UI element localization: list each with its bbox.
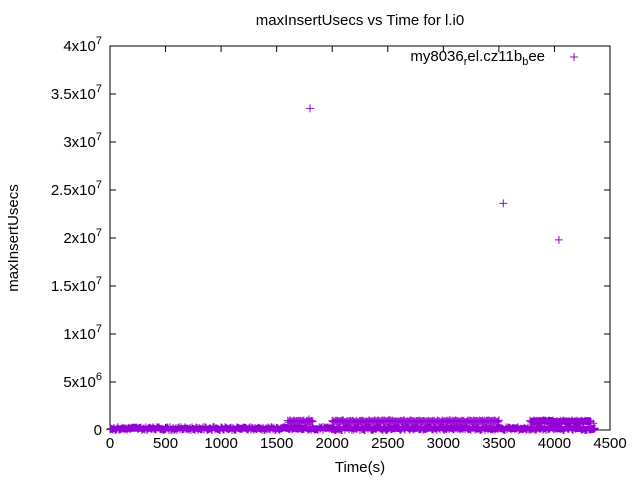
data-point bbox=[499, 199, 508, 208]
y-tick-label: 2x107 bbox=[63, 227, 102, 247]
x-tick-label: 2000 bbox=[316, 435, 349, 452]
x-tick-label: 4000 bbox=[538, 435, 571, 452]
legend-marker bbox=[570, 53, 578, 61]
data-point bbox=[304, 415, 313, 424]
y-axis-label: maxInsertUsecs bbox=[5, 184, 22, 292]
chart-title: maxInsertUsecs vs Time for l.i0 bbox=[256, 12, 464, 29]
data-point bbox=[306, 104, 314, 113]
y-tick-label: 1.5x107 bbox=[51, 275, 102, 295]
y-tick-label: 5x106 bbox=[63, 371, 102, 391]
y-tick-label: 4x107 bbox=[63, 35, 102, 55]
plot-frame bbox=[109, 45, 611, 431]
y-tick-label: 3x107 bbox=[63, 131, 102, 151]
y-tick-label: 1x107 bbox=[63, 323, 102, 343]
cluster-point bbox=[591, 424, 599, 433]
data-marks bbox=[106, 104, 599, 434]
x-tick-label: 3000 bbox=[427, 435, 460, 452]
data-point bbox=[494, 416, 503, 425]
y-axis: 0 5x106 1x107 1.5x107 2x107 2.5x107 3x107 3.5x1… bbox=[51, 35, 610, 439]
x-axis: 0 500 1000 1500 2000 2500 3000 3500 4000 4500 bbox=[106, 46, 627, 452]
x-tick-label: 500 bbox=[153, 435, 178, 452]
legend: my8036rel.cz11bbee bbox=[410, 48, 578, 68]
cluster-point bbox=[494, 417, 503, 426]
x-tick-label: 0 bbox=[106, 435, 114, 452]
x-tick-label: 1500 bbox=[260, 435, 293, 452]
x-tick-label: 4500 bbox=[593, 435, 626, 452]
data-point bbox=[554, 235, 563, 244]
x-tick-label: 3500 bbox=[482, 435, 515, 452]
x-tick-label: 1000 bbox=[204, 435, 237, 452]
y-tick-label: 3.5x107 bbox=[51, 83, 102, 103]
cluster-point bbox=[493, 418, 502, 427]
x-tick-label: 2500 bbox=[371, 435, 404, 452]
y-tick-label: 2.5x107 bbox=[51, 179, 102, 199]
x-axis-label: Time(s) bbox=[335, 459, 385, 476]
legend-label: my8036rel.cz11bbee bbox=[410, 48, 545, 68]
data-point bbox=[589, 419, 598, 428]
y-tick-label: 0 bbox=[94, 422, 102, 439]
